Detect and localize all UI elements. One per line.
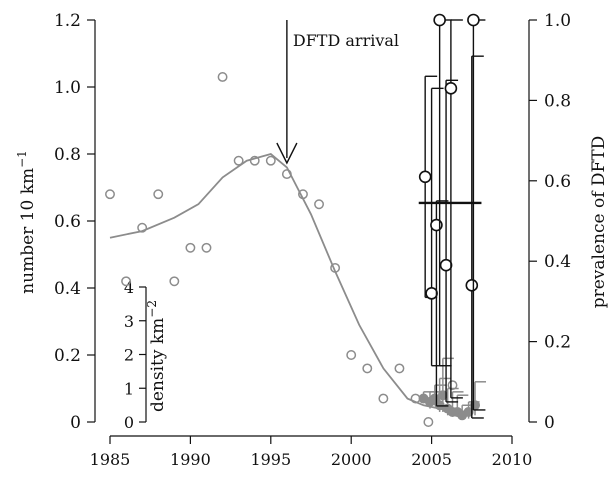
inset-tick-label: 4	[124, 278, 134, 297]
arrival-label: DFTD arrival	[293, 31, 399, 50]
right-y-tick-label: 0	[544, 413, 555, 433]
x-tick-label: 2010	[492, 450, 533, 469]
inset-tick-label: 3	[124, 312, 134, 331]
left-y-axis-title-exponent: −1	[15, 150, 29, 168]
spotlight-counts-group	[105, 72, 458, 427]
count-point	[105, 189, 115, 200]
right-y-tick-label: 0.8	[544, 91, 571, 111]
count-point	[330, 262, 341, 273]
inset-axis-title: density km−2	[145, 300, 168, 412]
count-point	[394, 363, 405, 374]
x-tick-label: 1990	[170, 450, 211, 469]
chart-labels: DFTD arrival number 10 km−1 prevalence of …	[15, 20, 609, 412]
x-tick-label: 2005	[411, 450, 452, 469]
inset-tick-label: 0	[124, 413, 134, 432]
count-point	[153, 189, 164, 200]
arrival-arrow-head	[276, 142, 298, 165]
count-point	[362, 363, 373, 374]
inset-tick-label: 2	[124, 346, 134, 365]
count-point	[121, 276, 132, 287]
prevalence-point	[433, 13, 446, 27]
density-point	[463, 406, 474, 417]
count-point	[233, 155, 244, 166]
prevalence-point	[425, 287, 438, 300]
count-point	[249, 155, 260, 166]
count-point	[378, 393, 389, 404]
right-y-tick-label: 1.0	[544, 11, 571, 31]
left-y-axis-title: number 10 km−1	[15, 150, 38, 294]
left-y-tick-label: 0	[70, 413, 81, 433]
prevalence-point	[465, 279, 479, 292]
count-point	[423, 417, 434, 427]
count-point	[169, 276, 180, 287]
x-tick-label: 1995	[250, 450, 291, 469]
count-point	[314, 199, 324, 210]
left-y-tick-label: 1.2	[54, 11, 81, 31]
count-point	[447, 380, 458, 391]
count-point	[281, 169, 292, 180]
count-point	[137, 222, 148, 233]
left-y-tick-label: 1.0	[54, 78, 81, 98]
right-y-tick-label: 0.6	[544, 172, 571, 192]
count-point	[217, 72, 228, 82]
count-point	[265, 155, 276, 166]
count-point	[346, 350, 357, 360]
prevalence-point	[444, 82, 458, 95]
prevalence-point	[467, 13, 480, 27]
left-y-tick-label: 0.8	[54, 145, 81, 165]
right-y-tick-label: 0.2	[544, 333, 571, 353]
chart-axes: 0 0.2 0.4 0.6 0.8 1.0 1.2 0 0.2 0.4 0.6 0.8 1.0 1985 1…	[54, 11, 571, 469]
count-point	[185, 242, 196, 253]
prevalence-point	[418, 170, 432, 184]
right-y-axis-title: prevalence of DFTD	[589, 136, 609, 309]
prevalence-point	[439, 258, 453, 272]
left-y-tick-label: 0.2	[54, 346, 81, 366]
count-point	[298, 189, 308, 200]
left-y-tick-label: 0.6	[54, 212, 81, 232]
inset-axis-title-exponent: −2	[145, 300, 159, 318]
x-tick-label: 2000	[331, 450, 372, 469]
count-point	[201, 242, 212, 253]
inset-tick-label: 1	[124, 379, 134, 398]
right-y-tick-label: 0.4	[544, 252, 571, 272]
prevalence-points-group	[418, 13, 486, 419]
density-points-group	[418, 357, 487, 421]
left-y-tick-label: 0.4	[54, 279, 81, 299]
x-tick-label: 1985	[90, 450, 131, 469]
